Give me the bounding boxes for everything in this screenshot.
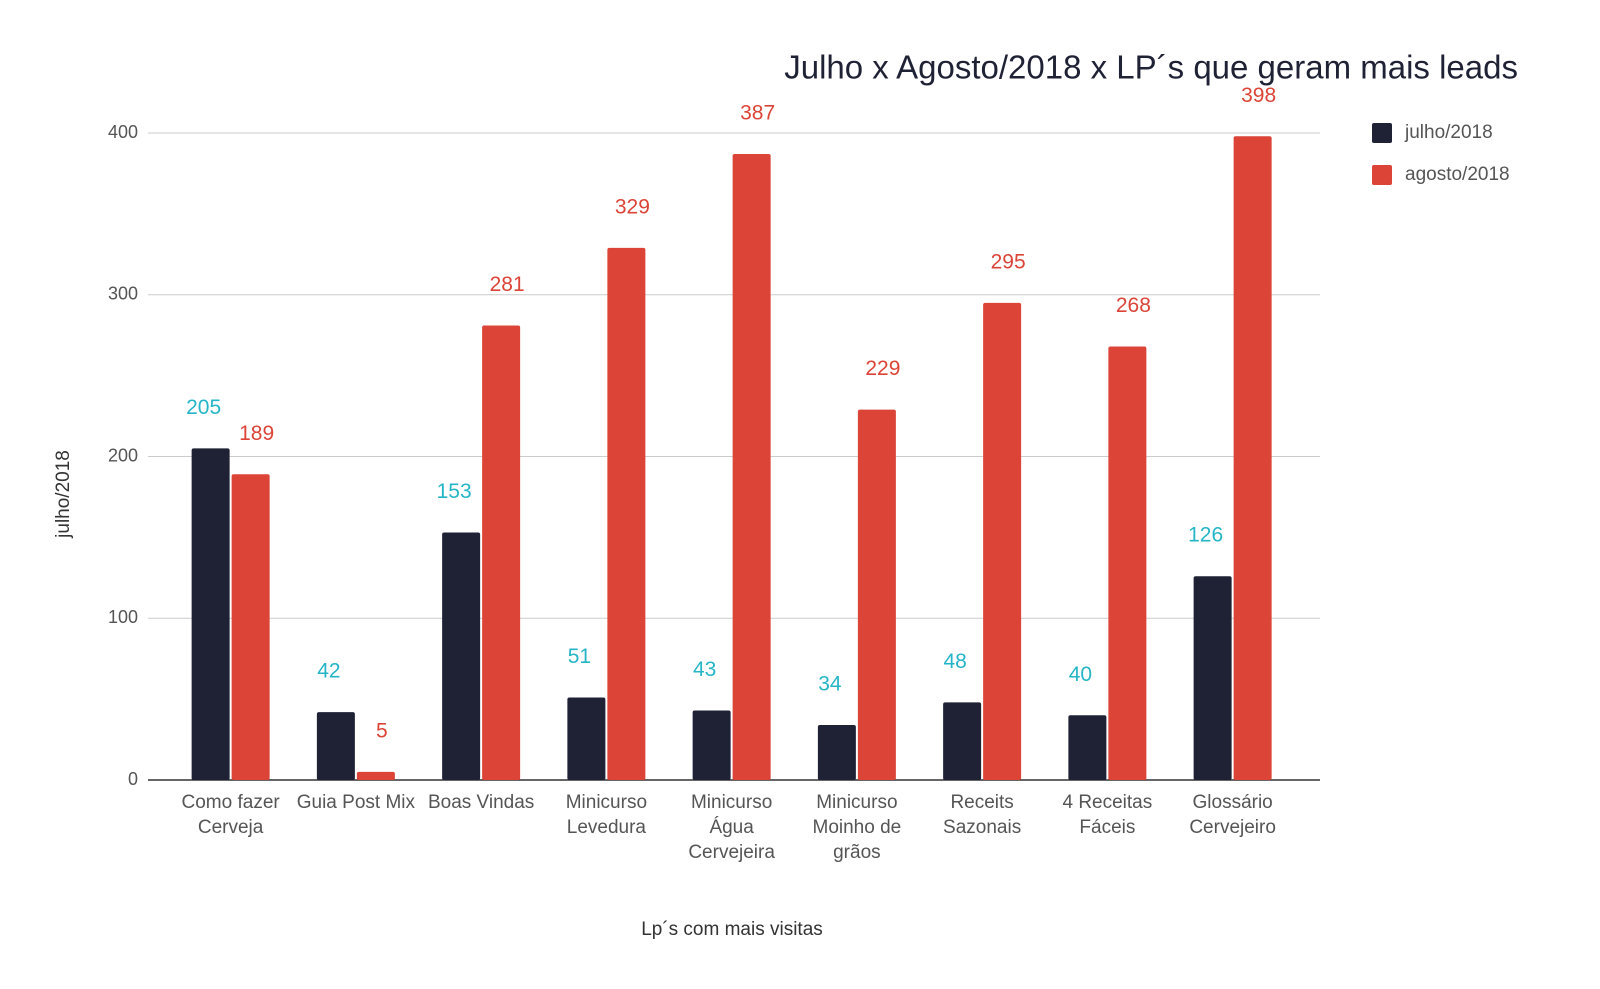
data-label: 295 (991, 250, 1026, 273)
data-label: 398 (1241, 84, 1276, 107)
legend-swatch (1372, 123, 1392, 143)
data-label: 43 (693, 658, 716, 681)
data-label: 51 (568, 645, 591, 668)
data-label: 34 (818, 673, 842, 696)
x-tick-label: Minicurso Levedura (565, 792, 648, 838)
x-axis-label: Lp´s com mais visitas (641, 919, 823, 940)
y-tick-label: 200 (108, 445, 138, 465)
y-tick-label: 100 (108, 607, 138, 627)
x-tick-label-box: Minicurso Água Cervejeira (688, 792, 775, 863)
x-tick-label: Minicurso Moinho de grãos (812, 792, 902, 863)
y-tick-label: 300 (108, 284, 138, 304)
data-label: 229 (865, 357, 900, 380)
data-label: 40 (1069, 663, 1092, 686)
bar (316, 712, 355, 780)
x-tick-label: Receits Sazonais (943, 792, 1022, 838)
chart-title: Julho x Agosto/2018 x LP´s que geram mai… (784, 49, 1518, 86)
data-label: 268 (1116, 294, 1151, 317)
data-label: 189 (239, 422, 274, 445)
bar (191, 448, 230, 780)
bar (692, 710, 731, 780)
bar (732, 154, 771, 781)
x-tick-label-box: Boas Vindas (427, 792, 535, 813)
x-tick-label-box: Minicurso Moinho de grãos (812, 792, 902, 863)
data-label: 387 (740, 102, 775, 125)
data-label: 5 (376, 719, 388, 742)
data-label: 281 (490, 273, 525, 296)
bar (983, 302, 1022, 780)
bar (482, 325, 521, 780)
x-tick-label-box: Como fazer Cerveja (181, 792, 280, 838)
bar (817, 725, 856, 780)
x-tick-label: 4 Receitas Fáceis (1062, 792, 1153, 838)
data-label: 205 (186, 396, 221, 419)
legend-swatch (1372, 165, 1392, 185)
x-tick-label: Glossário Cervejeiro (1189, 792, 1276, 838)
data-label: 42 (317, 660, 340, 683)
x-tick-label: Boas Vindas (427, 792, 535, 813)
bar (1068, 715, 1107, 780)
data-label: 48 (943, 650, 966, 673)
bar (1108, 346, 1147, 780)
data-label: 153 (437, 480, 472, 503)
x-tick-label-box: Receits Sazonais (943, 792, 1022, 838)
bar (607, 247, 646, 780)
x-tick-label: Minicurso Água Cervejeira (688, 792, 775, 863)
bar (567, 697, 606, 780)
y-tick-label: 400 (108, 122, 138, 142)
data-label: 329 (615, 195, 650, 218)
bar (356, 771, 395, 780)
y-tick-label: 0 (128, 769, 138, 789)
y-axis-label: julho/2018 (53, 450, 74, 539)
bar (1193, 576, 1232, 780)
bar (857, 409, 896, 780)
bar (442, 532, 481, 780)
x-tick-label: Como fazer Cerveja (181, 792, 280, 838)
x-tick-label-box: 4 Receitas Fáceis (1062, 792, 1153, 838)
x-tick-label-box: Guia Post Mix (296, 792, 415, 813)
x-tick-label: Guia Post Mix (296, 792, 415, 813)
legend-label: agosto/2018 (1405, 164, 1510, 185)
bar (231, 474, 270, 780)
bar (943, 702, 982, 780)
x-tick-label-box: Minicurso Levedura (565, 792, 648, 838)
bar (1233, 136, 1272, 781)
legend-label: julho/2018 (1404, 122, 1493, 143)
x-tick-label-box: Glossário Cervejeiro (1189, 792, 1276, 838)
data-label: 126 (1188, 524, 1223, 547)
